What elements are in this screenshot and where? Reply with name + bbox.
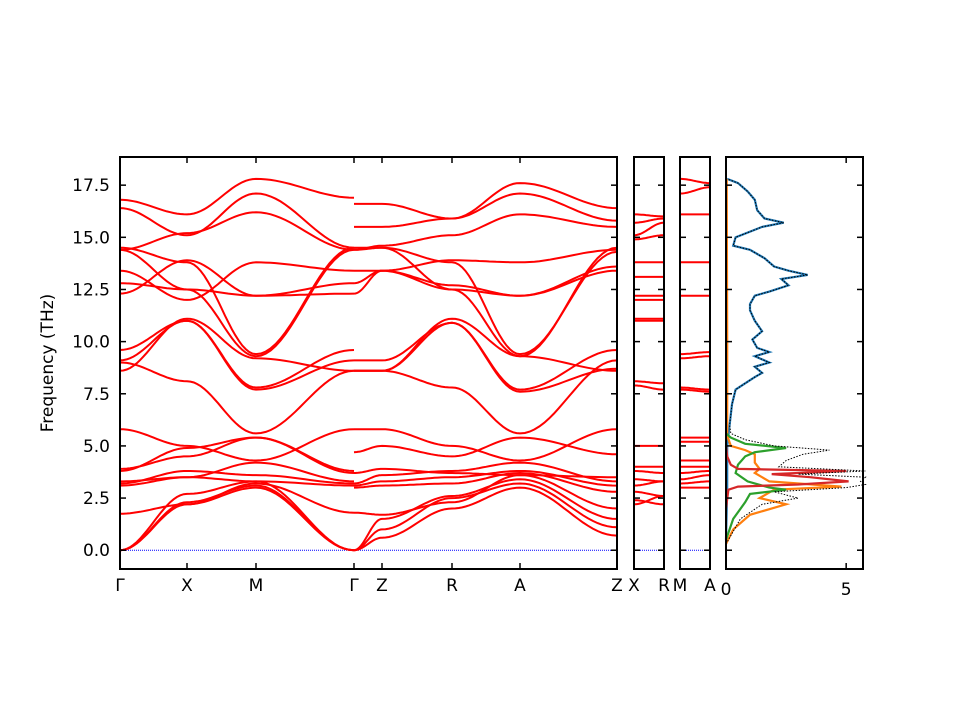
band-line [353, 461, 618, 485]
band-line [634, 217, 665, 224]
band-line [634, 490, 664, 497]
band-line [680, 480, 710, 485]
band-line [634, 234, 665, 241]
band-line [119, 484, 355, 552]
band-line [680, 186, 711, 195]
y-tick-label: 5.0 [83, 437, 110, 457]
y-tick-label: 17.5 [72, 176, 110, 196]
band-line [634, 221, 665, 237]
band-line [680, 388, 710, 393]
band-line [119, 319, 355, 391]
band-line [680, 177, 710, 185]
panel-frame [679, 156, 711, 570]
panel-frame [119, 156, 618, 570]
band-line [354, 321, 618, 391]
dos-curve [724, 445, 849, 509]
x-tick-label-high-symmetry-point: Γ [115, 576, 125, 596]
y-tick-label: 12.5 [72, 280, 110, 300]
band-line [119, 317, 355, 372]
x-tick-label-high-symmetry-point: M [249, 576, 264, 596]
band-line [120, 461, 355, 483]
band-line [354, 182, 618, 220]
x-tick-label-high-symmetry-point: R [446, 576, 458, 596]
band-line [680, 386, 710, 391]
y-tick-label: 15.0 [72, 228, 110, 248]
band-line [634, 380, 664, 385]
band-line [354, 213, 618, 251]
band-line [634, 499, 664, 506]
band-line [354, 428, 618, 462]
band-line [354, 467, 617, 479]
band-line [353, 470, 618, 487]
x-tick-label-high-symmetry-point: M [673, 576, 688, 596]
band-line [680, 355, 710, 360]
band-line [119, 248, 355, 358]
band-line [354, 248, 618, 272]
band-line [120, 482, 355, 515]
band-line [119, 470, 355, 485]
y-tick-label: 2.5 [83, 489, 110, 509]
y-tick-label: 0.0 [83, 541, 110, 561]
band-line [119, 177, 355, 216]
panel-frame [725, 156, 864, 570]
band-line [353, 269, 618, 297]
dos-curve [725, 178, 842, 545]
band-line [680, 470, 710, 474]
panel-frame [633, 156, 665, 570]
band-line [354, 246, 618, 358]
band-line [119, 259, 355, 297]
band-line [353, 478, 618, 552]
band-line [634, 478, 664, 483]
band-line [353, 482, 618, 552]
band-line [119, 480, 355, 552]
band-line [119, 361, 355, 435]
band-line [119, 436, 355, 474]
y-tick-label: 10.0 [72, 333, 110, 353]
band-line [119, 428, 355, 462]
x-tick-label-high-symmetry-point: Z [611, 576, 623, 596]
x-tick-label-high-symmetry-point: Z [376, 576, 388, 596]
band-line [354, 359, 618, 435]
x-tick-label-high-symmetry-point: A [514, 576, 526, 596]
band-line [119, 211, 355, 251]
band-line [633, 384, 664, 391]
x-tick-label-high-symmetry-point: X [181, 576, 193, 596]
y-axis-label: Frequency (THz) [38, 294, 58, 433]
band-line [354, 474, 618, 516]
band-line [680, 351, 711, 356]
band-line [119, 246, 355, 356]
band-line [354, 471, 618, 493]
band-line [634, 470, 664, 474]
x-tick-label-high-symmetry-point: X [628, 576, 640, 596]
dos-x-tick-label: 5 [841, 580, 852, 600]
x-tick-label-high-symmetry-point: A [704, 576, 716, 596]
dos-curve [724, 432, 787, 541]
band-line [353, 436, 618, 458]
band-line [119, 261, 355, 301]
x-tick-label-high-symmetry-point: Γ [349, 576, 359, 596]
band-line [119, 476, 355, 487]
dos-curve [725, 178, 867, 545]
band-line [353, 486, 618, 552]
band-line [680, 474, 711, 481]
dos-x-tick-label: 0 [721, 580, 732, 600]
band-line [119, 319, 355, 389]
x-tick-label-high-symmetry-point: R [658, 576, 670, 596]
y-tick-label: 7.5 [83, 385, 110, 405]
band-line [634, 213, 665, 218]
band-line [119, 192, 355, 249]
